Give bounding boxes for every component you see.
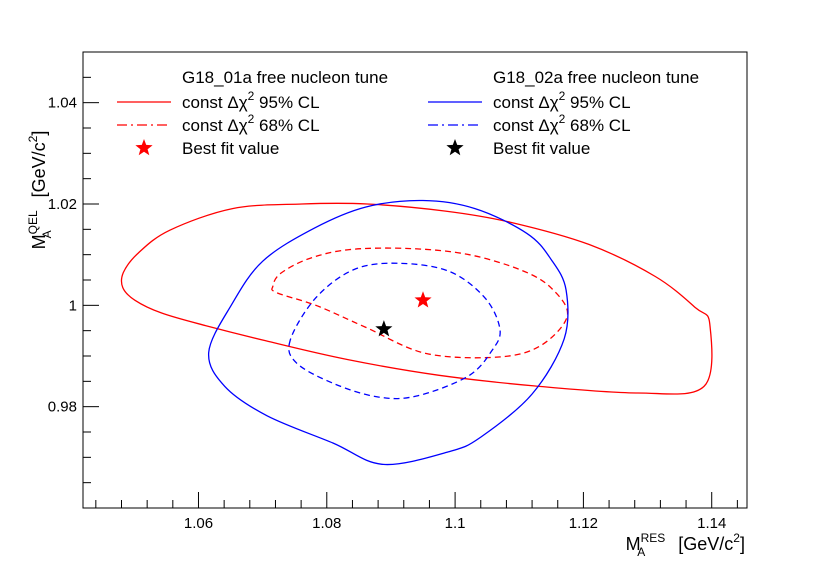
legend-entry-label: const Δχ2 95% CL — [493, 89, 631, 112]
x-axis-label-close: ] — [740, 534, 745, 554]
y-axis-label-sup: QEL — [26, 210, 40, 234]
x-tick-label: 1.06 — [184, 515, 213, 532]
y-axis-label-unit: [GeV/c — [29, 142, 49, 202]
x-axis-label: MRES A [GeV/c2] — [626, 531, 745, 559]
legend-entry-label: Best fit value — [493, 139, 590, 158]
legend-entry-text: const Δχ — [493, 93, 559, 112]
y-tick-label: 0.98 — [48, 399, 77, 416]
legend-entry-text: const Δχ — [182, 93, 248, 112]
best-fit-markers — [375, 291, 432, 337]
x-tick-label: 1.1 — [445, 515, 466, 532]
legend-entry-suffix: 95% CL — [565, 93, 630, 112]
legend-entry-sup: 2 — [559, 89, 566, 103]
legend-header-1: G18_02a free nucleon tune — [493, 68, 699, 87]
y-axis-label-close: ] — [29, 131, 49, 136]
legend-entry-suffix: 95% CL — [254, 93, 319, 112]
x-tick-label: 1.14 — [697, 515, 726, 532]
contour-series-0 — [120, 202, 713, 395]
y-axis-label-main: M — [29, 234, 49, 249]
contour-lines — [120, 199, 713, 466]
y-axis-ticks: 0.98 1 1.02 1.04 — [48, 51, 99, 509]
legend-entry-suffix: 68% CL — [565, 116, 630, 135]
x-axis-label-unit: [GeV/c — [673, 534, 733, 554]
y-axis-label-unit-sup: 2 — [26, 135, 40, 142]
legend-header-0: G18_01a free nucleon tune — [182, 68, 388, 87]
legend-entry-sup: 2 — [248, 89, 255, 103]
legend-entry-sup: 2 — [559, 112, 566, 126]
best-fit-star-0 — [414, 291, 432, 308]
legend-entry-text: const Δχ — [182, 116, 248, 135]
legend-entry-label: Best fit value — [182, 139, 279, 158]
legend-entry-label: const Δχ2 68% CL — [493, 112, 631, 135]
x-axis-label-main: M — [626, 534, 641, 554]
contour-series-1 — [271, 247, 569, 359]
legend-entry-suffix: 68% CL — [254, 116, 319, 135]
legend-star-marker — [446, 139, 464, 156]
legend-entry-text: const Δχ — [493, 116, 559, 135]
x-axis-label-unit-sup: 2 — [733, 531, 740, 545]
x-axis-ticks: 1.06 1.08 1.1 1.12 1.14 — [95, 492, 738, 532]
legend-entry-sup: 2 — [248, 112, 255, 126]
legend-entry-label: const Δχ2 68% CL — [182, 112, 320, 135]
contour-series-3 — [288, 262, 501, 400]
legend-entry-text: Best fit value — [182, 139, 279, 158]
x-tick-label: 1.12 — [569, 515, 598, 532]
contour-series-2 — [208, 199, 569, 466]
x-axis-label-sup: RES — [641, 531, 666, 545]
legend-entry-label: const Δχ2 95% CL — [182, 89, 320, 112]
best-fit-star-1 — [375, 320, 393, 337]
legend-entry-text: Best fit value — [493, 139, 590, 158]
y-tick-label: 1.04 — [48, 95, 77, 112]
legend-star-marker — [135, 139, 153, 156]
x-axis-label-sub: A — [637, 545, 645, 559]
y-tick-label: 1.02 — [48, 196, 77, 213]
y-axis-label-sub: A — [40, 230, 54, 238]
y-axis-label: MQELA [GeV/c2] — [26, 131, 54, 250]
y-tick-label: 1 — [69, 297, 77, 314]
x-tick-label: 1.08 — [312, 515, 341, 532]
